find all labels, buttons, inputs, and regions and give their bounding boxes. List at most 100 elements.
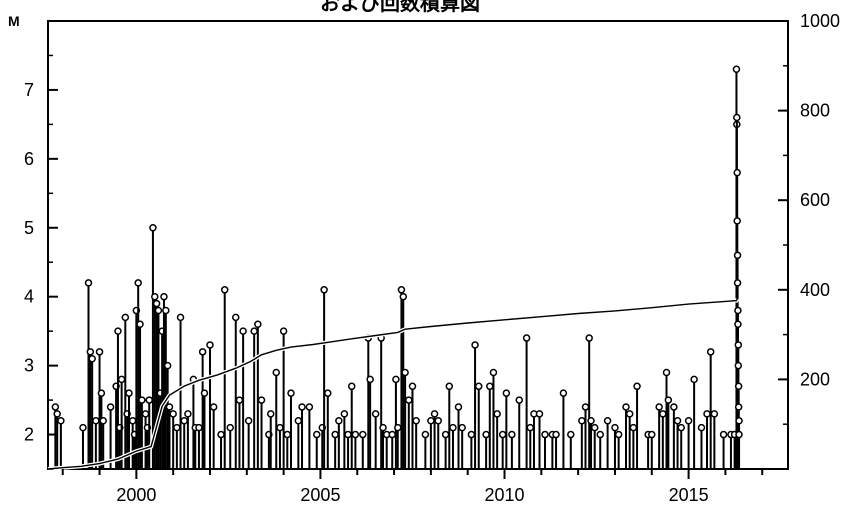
y-axis-label-m: M [8,13,20,29]
stem-head-95 [412,417,420,425]
stem-head-53 [232,313,240,322]
stem-head-161 [733,251,742,260]
stem-head-104 [458,423,466,432]
stem-head-85 [379,423,387,432]
stem-head-149 [697,423,706,432]
stem-head-164 [734,320,742,329]
stem-head-108 [482,430,490,439]
stem-head-145 [673,417,682,425]
stem-head-141 [659,410,667,418]
left-tick-label-6: 6 [24,149,34,169]
stem-head-9 [97,389,106,397]
stem-head-13 [114,327,122,335]
stem-head-136 [629,423,638,432]
stem-head-35 [162,306,170,315]
stem-head-99 [434,417,442,425]
stem-head-166 [734,361,743,370]
stem-head-27 [145,396,153,404]
right-tick-label-200: 200 [800,369,830,389]
stem-head-106 [471,341,479,349]
stem-head-156 [732,65,741,73]
stem-head-153 [719,430,728,439]
stem-head-56 [244,417,253,425]
stem-head-150 [703,410,711,418]
stem-head-102 [449,423,457,432]
left-tick-label-3: 3 [24,356,34,376]
stem-head-50 [217,430,225,439]
stem-head-63 [276,423,284,432]
stem-head-83 [371,410,380,418]
stem-head-48 [206,341,214,349]
stem-head-11 [106,403,115,411]
stem-head-137 [633,382,641,391]
stem-head-117 [526,423,535,432]
stem-head-159 [733,168,741,177]
bottom-tick-label-2005: 2005 [300,485,340,505]
stem-head-3 [79,423,87,432]
stem-head-103 [454,403,463,411]
stem-head-167 [734,382,743,391]
stem-head-144 [670,403,678,411]
chart-title: および回数積算図 [320,0,480,15]
stem-head-143 [664,396,673,404]
stem-head-22 [134,279,142,287]
stem-head-168 [734,403,743,411]
stem-head-123 [559,389,568,397]
stem-head-169 [735,417,743,425]
stem-head-101 [445,382,454,391]
stem-head-8 [95,348,104,356]
stem-head-128 [587,417,595,425]
bottom-tick-label-2015: 2015 [669,485,709,505]
right-tick-label-1000: 1000 [800,11,840,31]
stem-head-82 [366,375,374,384]
stem-head-116 [522,334,531,342]
stem-head-90 [397,286,406,294]
stem-head-57 [250,327,258,335]
stem-head-107 [474,382,483,391]
stem-head-0 [51,403,60,411]
stem-head-100 [441,430,450,439]
stem-head-87 [388,430,396,439]
stem-head-88 [392,375,400,384]
stem-head-165 [734,341,743,349]
stem-head-92 [401,368,409,377]
stem-head-29 [151,292,159,301]
stem-head-105 [467,430,476,439]
stem-head-69 [305,403,314,411]
stem-head-158 [733,113,741,122]
bottom-tick-label-2000: 2000 [116,485,156,505]
bottom-tick-label-2010: 2010 [484,485,524,505]
stem-head-67 [294,417,303,425]
cumulative-line-path [47,298,738,470]
stem-head-89 [394,423,402,432]
stem-head-74 [331,430,339,439]
stem-head-111 [493,410,501,418]
right-tick-label-600: 600 [800,190,830,210]
stem-head-36 [163,361,172,370]
stem-head-45 [195,423,203,432]
stem-head-126 [581,403,590,411]
stem-head-1 [53,410,61,418]
stem-head-39 [173,423,181,432]
stem-head-151 [706,348,715,356]
stem-head-130 [596,430,604,439]
stem-head-109 [486,382,494,391]
stem-head-139 [648,430,656,439]
stem-head-54 [235,396,244,404]
stem-head-146 [677,423,685,432]
stem-head-5 [86,348,95,356]
right-tick-label-400: 400 [800,280,830,300]
stem-head-134 [622,403,630,411]
stem-head-40 [176,313,185,322]
stem-head-119 [535,410,544,418]
stem-head-148 [690,375,698,384]
stem-head-152 [710,410,719,418]
stem-head-131 [603,417,612,425]
stem-head-38 [169,410,177,418]
stem-head-96 [421,430,430,439]
stem-head-72 [320,286,328,294]
stem-head-80 [359,430,367,439]
stem-head-110 [489,368,498,377]
stem-head-77 [344,430,352,439]
magnitude-stems [51,65,743,469]
